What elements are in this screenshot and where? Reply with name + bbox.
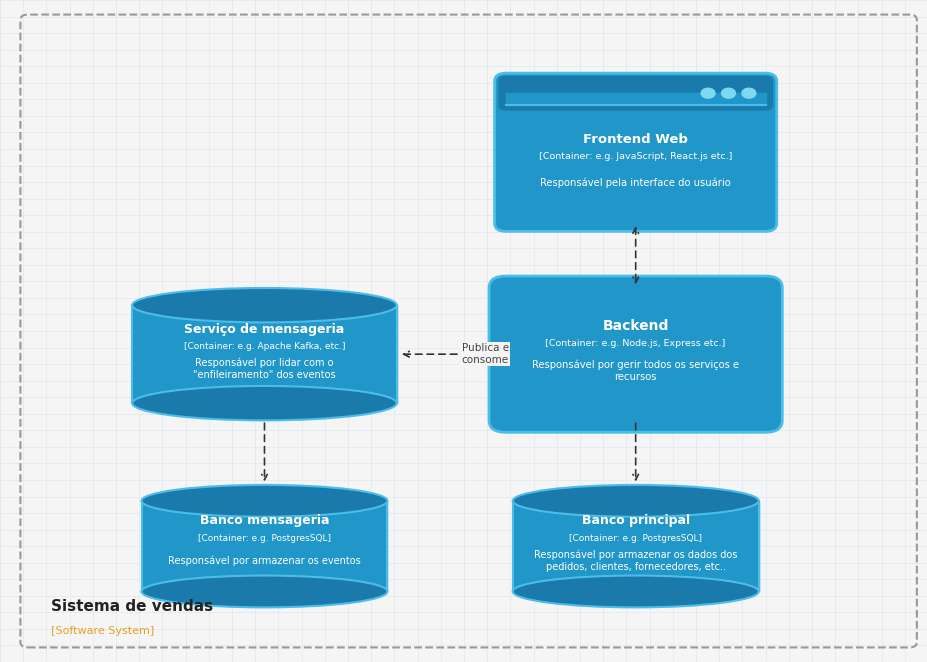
Text: [Container: e.g. JavaScript, React.js etc.]: [Container: e.g. JavaScript, React.js et… [539, 152, 731, 161]
Bar [505, 93, 765, 105]
Ellipse shape [141, 575, 387, 608]
Text: [Container: e.g. Node.js, Express etc.]: [Container: e.g. Node.js, Express etc.] [545, 339, 725, 348]
Text: Responsável por armazenar os eventos: Responsável por armazenar os eventos [168, 555, 361, 566]
Ellipse shape [512, 575, 758, 608]
Text: Banco mensageria: Banco mensageria [199, 514, 329, 528]
Circle shape [742, 88, 756, 98]
Text: [Container: e.g. Apache Kafka, etc.]: [Container: e.g. Apache Kafka, etc.] [184, 342, 345, 351]
Ellipse shape [133, 386, 397, 420]
Text: Responsável por armazenar os dados dos
pedidos, clientes, fornecedores, etc..: Responsável por armazenar os dados dos p… [533, 549, 737, 572]
Bar [141, 501, 387, 591]
Text: [Container: e.g. PostgresSQL]: [Container: e.g. PostgresSQL] [568, 534, 702, 543]
Text: Responsável pela interface do usuário: Responsável pela interface do usuário [540, 177, 730, 188]
FancyBboxPatch shape [498, 75, 772, 111]
Text: Banco principal: Banco principal [581, 514, 689, 528]
FancyBboxPatch shape [494, 73, 776, 232]
Bar [133, 305, 397, 403]
Text: Sistema de vendas: Sistema de vendas [51, 599, 213, 614]
Text: Serviço de mensageria: Serviço de mensageria [184, 322, 344, 336]
Ellipse shape [141, 485, 387, 517]
Circle shape [701, 88, 715, 98]
Text: Responsável por lidar com o
"enfileiramento" dos eventos: Responsável por lidar com o "enfileirame… [193, 357, 336, 380]
Text: [Container: e.g. PostgresSQL]: [Container: e.g. PostgresSQL] [197, 534, 331, 543]
FancyBboxPatch shape [489, 276, 781, 432]
Circle shape [721, 88, 735, 98]
Text: Frontend Web: Frontend Web [582, 132, 688, 146]
Ellipse shape [512, 485, 758, 517]
Text: Responsável por gerir todos os serviços e
recursos: Responsável por gerir todos os serviços … [531, 359, 739, 382]
Ellipse shape [133, 288, 397, 322]
Bar [512, 501, 758, 591]
Text: Backend: Backend [602, 319, 668, 334]
Text: [Software System]: [Software System] [51, 626, 154, 636]
Text: Publica e
consome: Publica e consome [462, 344, 508, 365]
